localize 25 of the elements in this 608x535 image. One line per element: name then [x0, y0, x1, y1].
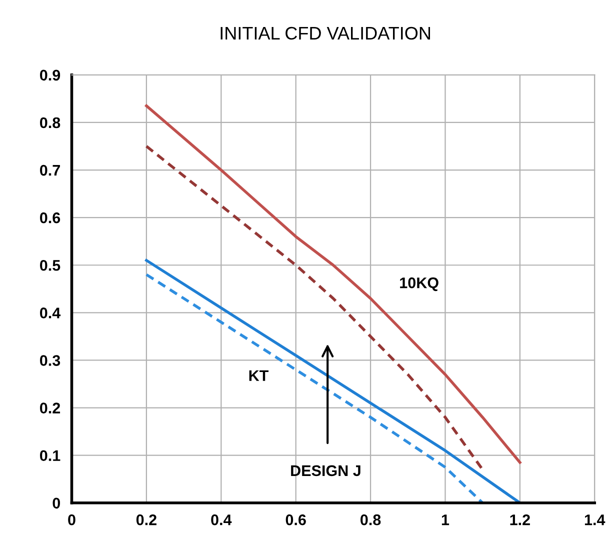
annotation: KT	[249, 370, 269, 381]
y-tick-label: 0.3	[40, 355, 60, 366]
y-tick-label: 0.2	[40, 402, 60, 414]
line-series	[145, 258, 522, 503]
chart-title: INITIAL CFD VALIDATION	[220, 26, 430, 40]
annotation: DESIGN J	[291, 465, 360, 476]
y-tick-label: 0.8	[40, 117, 60, 128]
y-tick-label: 0.9	[40, 70, 60, 81]
y-tick-label: 0.5	[40, 260, 60, 271]
y-tick-label: 0.6	[40, 212, 60, 224]
x-tick-label: 0.8	[360, 514, 381, 526]
x-tick-label: 1.2	[510, 514, 530, 526]
annotation: 10KQ	[400, 277, 438, 292]
x-tick-label: 0.2	[136, 514, 156, 526]
y-tick-label: 0.1	[40, 450, 60, 462]
x-tick-label: 0	[68, 514, 76, 526]
y-tick-label: 0.4	[40, 308, 61, 318]
y-tick-label: 0	[52, 498, 60, 509]
x-tick-label: 0.4	[211, 514, 232, 526]
x-tick-label: 0.6	[286, 514, 306, 526]
y-tick-label: 0.7	[40, 164, 60, 176]
x-tick-label: 1	[442, 514, 450, 526]
line-series	[145, 273, 484, 503]
x-tick-label: 1.4	[584, 514, 606, 526]
line-series	[145, 104, 522, 464]
